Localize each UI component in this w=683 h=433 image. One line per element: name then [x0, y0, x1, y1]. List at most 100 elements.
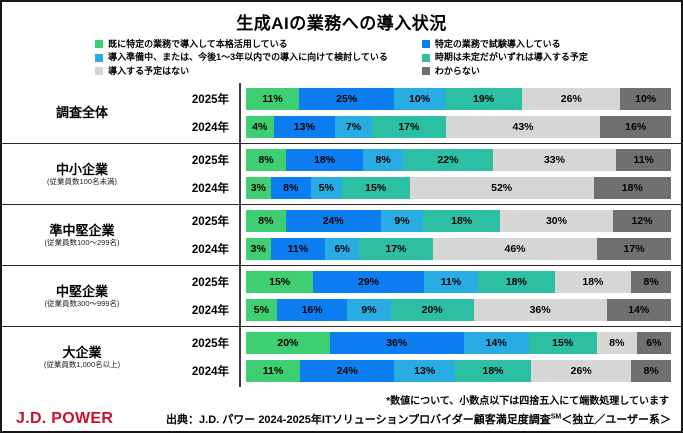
group-note: (従業員数100～299名) — [44, 238, 120, 248]
year-label: 2025年 — [191, 277, 229, 290]
group-label: 中堅企業 (従業員数300～999名) — [2, 284, 162, 309]
legend-label: 既に特定の業務で導入して本格活用している — [108, 39, 288, 49]
bar-segment: 18% — [286, 149, 364, 172]
bar-segment: 11% — [246, 360, 301, 383]
legend-swatch-icon — [95, 66, 104, 75]
bar-segment: 4% — [246, 116, 274, 139]
bar-segment: 52% — [409, 177, 594, 200]
bar-segment: 5% — [310, 177, 342, 200]
source-sm-mark: SM — [550, 413, 562, 421]
bar-segment: 12% — [613, 210, 671, 233]
group-row: 中小企業 (従業員数100名未満) 2025年 8% 18% 8% 22% 33% 11% 202… — [2, 143, 681, 204]
bar-segment: 18% — [593, 177, 671, 200]
group-label: 調査全体 — [2, 105, 162, 121]
bar-segment: 8% — [631, 271, 672, 294]
bar-segment: 3% — [246, 177, 271, 200]
legend-label: 時期は未定だがいずれは導入する予定 — [434, 52, 588, 63]
bar-segment: 8% — [246, 149, 287, 172]
bar-segment: 15% — [528, 332, 597, 355]
bar-segment: 8% — [596, 332, 637, 355]
year-label: 2025年 — [191, 94, 229, 107]
bar-segment: 16% — [600, 116, 671, 139]
bar-segment: 29% — [313, 271, 424, 294]
bar-segment: 8% — [246, 210, 286, 233]
bar-segment: 36% — [473, 299, 607, 322]
legend-item: わからない — [421, 65, 588, 76]
legend-swatch-icon — [421, 40, 430, 49]
group-name: 大企業 — [62, 344, 102, 360]
page-title: 生成AIの業務への導入状況 — [236, 14, 447, 33]
bar-segment: 18% — [478, 271, 555, 294]
group-name: 調査全体 — [55, 105, 108, 121]
legend-label: 導入準備中、または、今後1～3年以内での導入に向けて検討している — [108, 52, 388, 63]
legend-swatch-icon — [421, 66, 430, 75]
group-row: 準中堅企業 (従業員数100～299名) 2025年 8% 24% 9% 18% 30% 12%… — [2, 204, 681, 265]
bar-segment: 15% — [246, 271, 314, 294]
bar-segment: 6% — [637, 332, 672, 355]
bar-segment: 46% — [432, 238, 598, 261]
bar-segment: 18% — [423, 210, 500, 233]
bar-segment: 10% — [394, 88, 445, 111]
stacked-bar: 15% 29% 11% 18% 18% 8% — [246, 271, 672, 294]
bar-segment: 17% — [597, 238, 671, 261]
bar-segment: 9% — [347, 299, 391, 322]
stacked-bar: 8% 24% 9% 18% 30% 12% — [246, 210, 671, 233]
bar-segment: 24% — [285, 210, 381, 233]
year-label: 2025年 — [191, 155, 229, 168]
bar-segment: 13% — [273, 116, 335, 139]
stacked-bar: 11% 24% 13% 18% 26% 8% — [246, 360, 671, 383]
legend: 既に特定の業務で導入して本格活用している導入準備中、または、今後1～3年以内での… — [2, 37, 681, 83]
group-note: (従業員数1,000名以上) — [43, 360, 121, 370]
bar-segment: 5% — [246, 299, 277, 322]
jdpower-logo: J.D. POWER — [16, 410, 114, 428]
year-label: 2025年 — [191, 338, 229, 351]
year-label: 2025年 — [191, 216, 229, 229]
group-note: (従業員数100名未満) — [46, 177, 117, 187]
bar-segment: 14% — [606, 299, 671, 322]
legend-column: 特定の業務で試験導入している時期は未定だがいずれは導入する予定 わからない — [421, 39, 588, 76]
footer: J.D. POWER 出典：J.D. パワー 2024-2025年ITソリューシ… — [2, 407, 681, 431]
bar-segment: 15% — [341, 177, 410, 200]
legend-item: 導入する予定はない — [95, 66, 388, 76]
bar-segment: 8% — [363, 149, 404, 172]
group-label: 大企業 (従業員数1,000名以上) — [2, 345, 162, 370]
group-name: 中堅企業 — [55, 283, 108, 299]
legend-item: 特定の業務で試験導入している — [421, 39, 588, 49]
source-line: 出典：J.D. パワー 2024-2025年ITソリューションプロバイダー顧客満… — [166, 411, 671, 427]
bar-segment: 11% — [616, 149, 671, 172]
bar-segment: 11% — [423, 271, 479, 294]
bar-segment: 25% — [299, 88, 395, 111]
bar-segment: 22% — [403, 149, 493, 172]
bar-segment: 13% — [394, 360, 456, 383]
bar-segment: 18% — [455, 360, 531, 383]
bar-segment: 20% — [246, 332, 330, 355]
chart: 調査全体 2025年 11% 25% 10% 19% 26% 10% 2024年 4% 13% 7% 1… — [2, 83, 681, 388]
group-label: 中小企業 (従業員数100名未満) — [2, 162, 162, 187]
year-label: 2024年 — [191, 366, 229, 379]
stacked-bar: 4% 13% 7% 17% 43% 16% — [246, 116, 671, 139]
bar-segment: 19% — [444, 88, 523, 111]
bar-segment: 8% — [631, 360, 671, 383]
bar-segment: 26% — [522, 88, 621, 111]
bar-segment: 36% — [329, 332, 464, 355]
group-note: (従業員数300～999名) — [44, 299, 120, 309]
bar-segment: 10% — [620, 88, 671, 111]
year-label: 2024年 — [191, 122, 229, 135]
bar-segment: 17% — [371, 116, 446, 139]
bar-segment: 11% — [270, 238, 326, 261]
group-row: 大企業 (従業員数1,000名以上) 2025年 20% 36% 14% 15% 8% 6% 20… — [2, 326, 681, 387]
legend-swatch-icon — [95, 40, 104, 49]
legend-column: 既に特定の業務で導入して本格活用している導入準備中、または、今後1～3年以内での… — [95, 39, 388, 76]
year-label: 2024年 — [191, 305, 229, 318]
legend-label: 導入する予定はない — [108, 65, 190, 76]
source-prefix: 出典：J.D. パワー 2024-2025年ITソリューションプロバイダー顧客満… — [166, 414, 551, 427]
legend-label: 特定の業務で試験導入している — [434, 39, 561, 49]
group-name: 中小企業 — [55, 161, 108, 177]
legend-label: わからない — [434, 65, 480, 76]
legend-swatch-icon — [95, 53, 104, 62]
bar-segment: 33% — [492, 149, 617, 172]
bar-segment: 24% — [300, 360, 395, 383]
year-label: 2024年 — [191, 244, 229, 257]
legend-item: 既に特定の業務で導入して本格活用している — [95, 39, 388, 49]
